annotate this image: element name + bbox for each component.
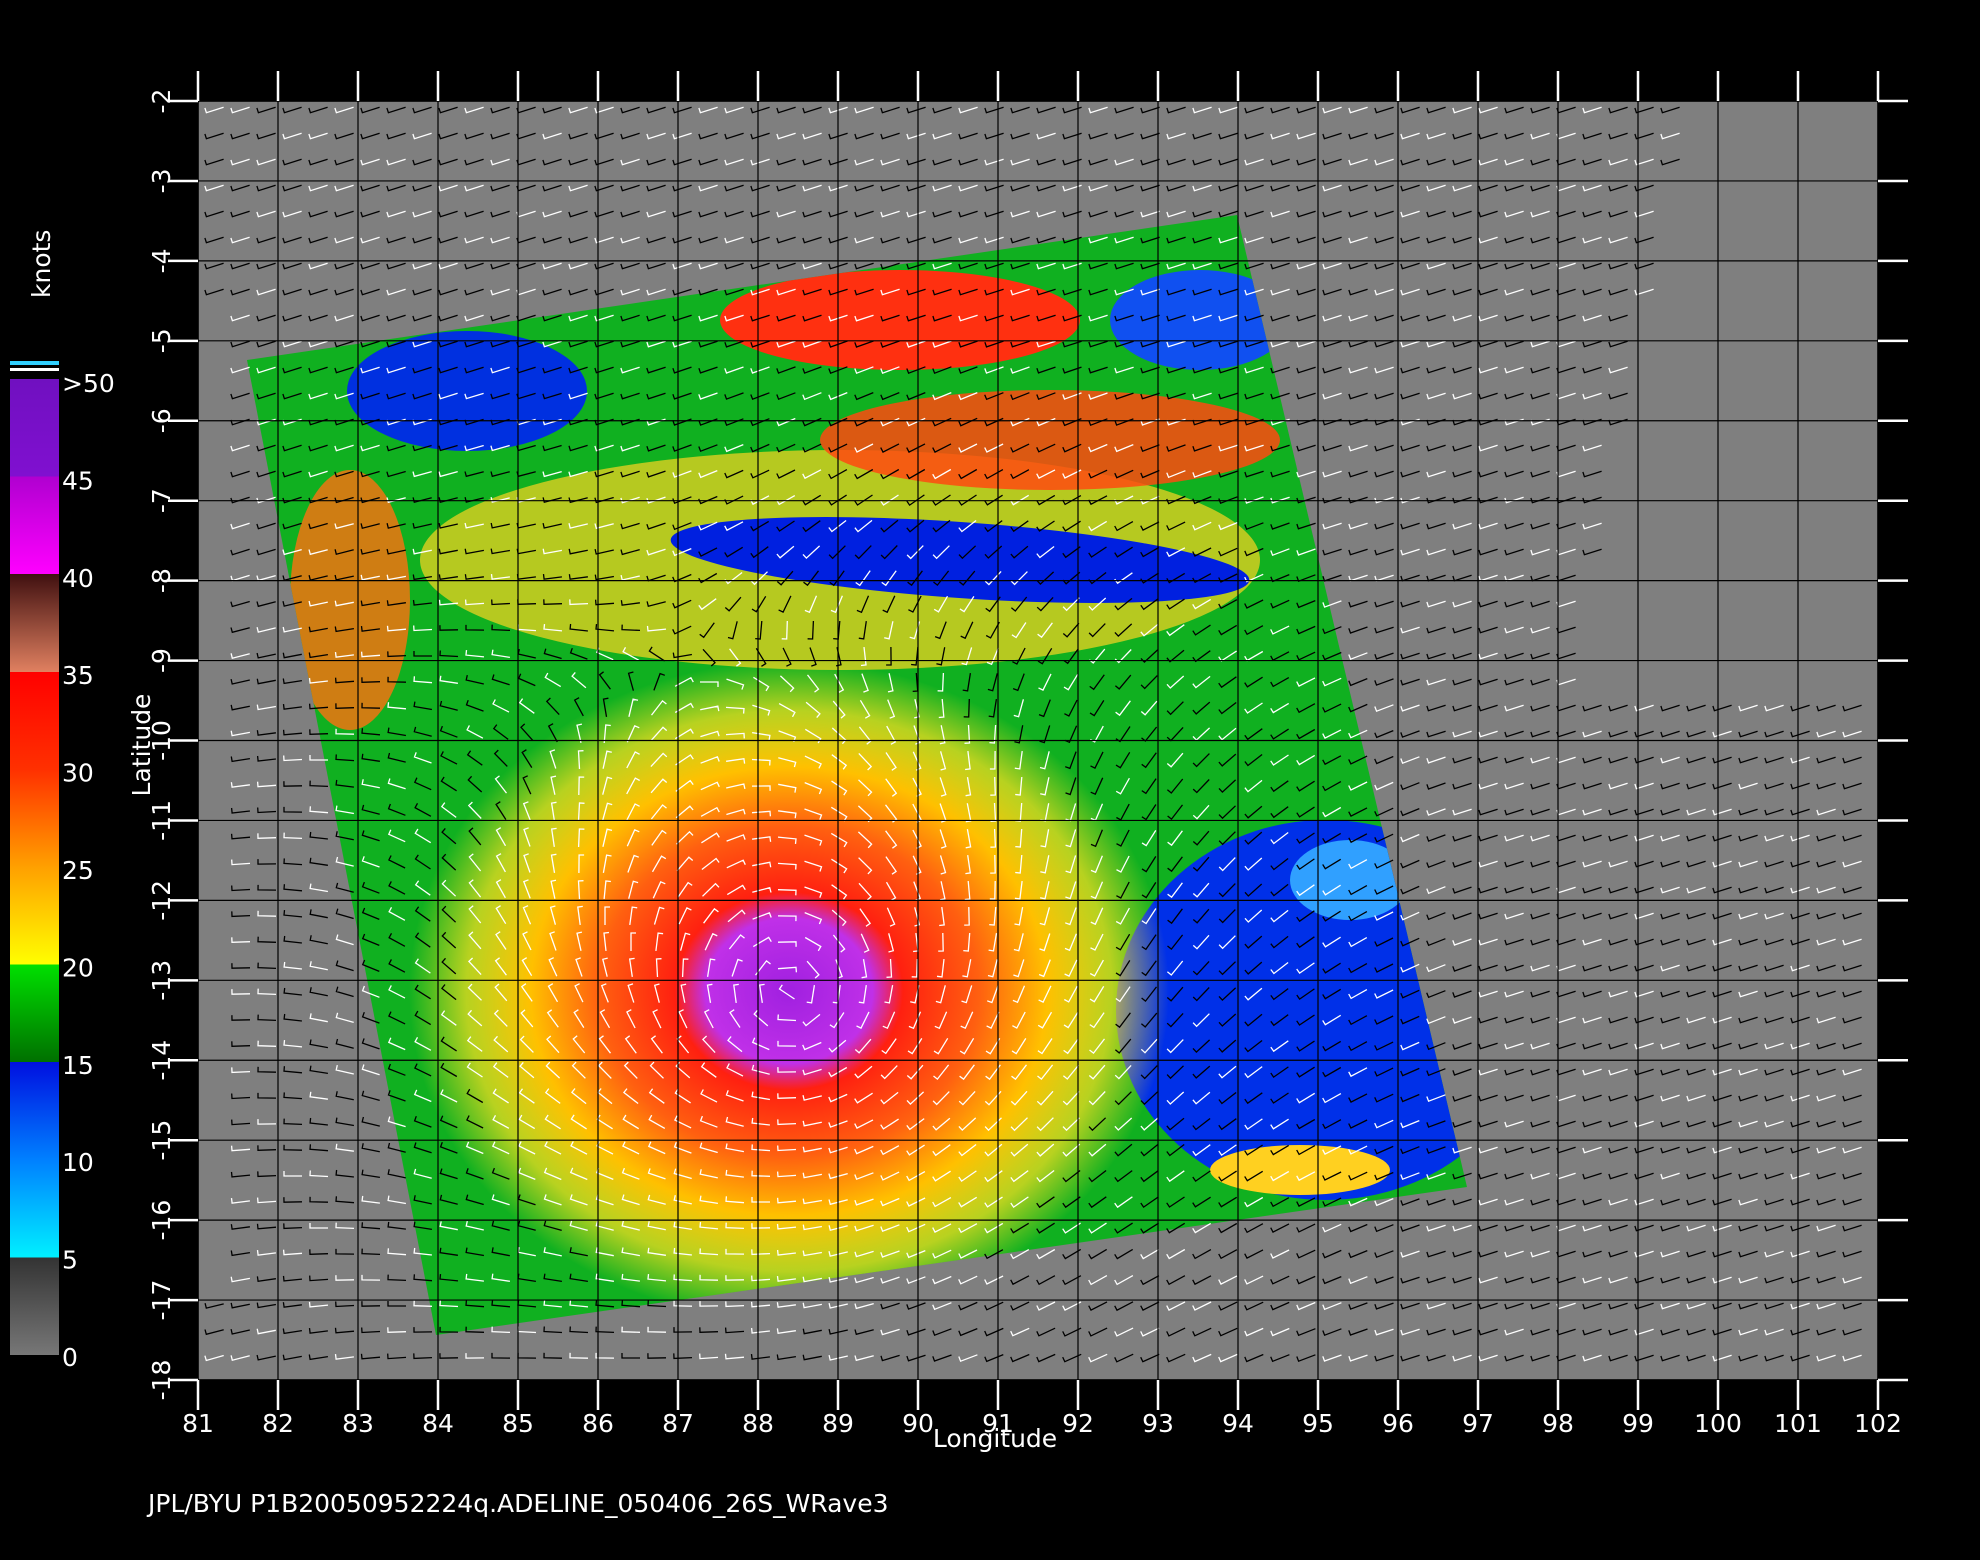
- x-tick-label: 90: [902, 1409, 934, 1438]
- colorbar-label: 25: [62, 856, 94, 885]
- colorbar-label: 15: [62, 1051, 94, 1080]
- y-tick-label: -16: [147, 1200, 176, 1241]
- y-axis-label: Latitude: [127, 694, 156, 797]
- y-tick-label: -15: [147, 1120, 176, 1161]
- y-tick-label: -6: [147, 408, 176, 433]
- x-tick-label: 83: [342, 1409, 374, 1438]
- y-tick-label: -9: [147, 648, 176, 673]
- y-tick-label: -12: [147, 880, 176, 921]
- x-tick-label: 99: [1622, 1409, 1654, 1438]
- x-tick-label: 96: [1382, 1409, 1414, 1438]
- x-tick-label: 81: [182, 1409, 214, 1438]
- y-tick-label: -7: [147, 488, 176, 513]
- x-tick-label: 98: [1542, 1409, 1574, 1438]
- x-tick-label: 82: [262, 1409, 294, 1438]
- colorbar-label: 0: [62, 1343, 78, 1372]
- x-tick-label: 89: [822, 1409, 854, 1438]
- colorbar: [10, 379, 59, 1355]
- colorbar-cap: [10, 368, 59, 371]
- x-tick-label: 84: [422, 1409, 454, 1438]
- x-tick-label: 93: [1142, 1409, 1174, 1438]
- colorbar-label: 5: [62, 1246, 78, 1275]
- colorbar-label: 35: [62, 661, 94, 690]
- colorbar-cap: [10, 361, 59, 365]
- colorbar-label: 45: [62, 466, 94, 495]
- x-tick-label: 85: [502, 1409, 534, 1438]
- y-tick-label: -4: [147, 248, 176, 273]
- x-tick-label: 94: [1222, 1409, 1254, 1438]
- colorbar-label: 40: [62, 564, 94, 593]
- x-tick-label: 91: [982, 1409, 1014, 1438]
- y-tick-label: -17: [147, 1280, 176, 1321]
- y-tick-label: -14: [147, 1040, 176, 1081]
- x-axis-label: Longitude: [933, 1424, 1057, 1453]
- wind-barbs-white: [204, 106, 1862, 1363]
- colorbar-unit: knots: [27, 230, 56, 298]
- y-tick-label: -18: [147, 1360, 176, 1401]
- x-tick-label: 100: [1694, 1409, 1742, 1438]
- grid: [197, 100, 1879, 1381]
- y-tick-label: -13: [147, 960, 176, 1001]
- x-tick-label: 95: [1302, 1409, 1334, 1438]
- x-tick-label: 101: [1774, 1409, 1822, 1438]
- colorbar-label: 10: [62, 1148, 94, 1177]
- colorbar-label: >50: [62, 369, 115, 398]
- colorbar-label: 30: [62, 759, 94, 788]
- y-tick-label: -8: [147, 568, 176, 593]
- y-tick-label: -11: [147, 800, 176, 841]
- x-tick-label: 92: [1062, 1409, 1094, 1438]
- y-tick-label: -2: [147, 89, 176, 114]
- footer: JPL/BYU P1B20050952224q.ADELINE_050406_2…: [146, 1489, 889, 1518]
- x-tick-label: 88: [742, 1409, 774, 1438]
- x-tick-label: 86: [582, 1409, 614, 1438]
- y-tick-label: -5: [147, 328, 176, 353]
- x-tick-label: 102: [1854, 1409, 1902, 1438]
- x-tick-label: 97: [1462, 1409, 1494, 1438]
- y-tick-label: -10: [147, 720, 176, 761]
- y-tick-label: -3: [147, 168, 176, 193]
- wind-barbs-black: [204, 106, 1862, 1363]
- colorbar-label: 20: [62, 953, 94, 982]
- x-tick-label: 87: [662, 1409, 694, 1438]
